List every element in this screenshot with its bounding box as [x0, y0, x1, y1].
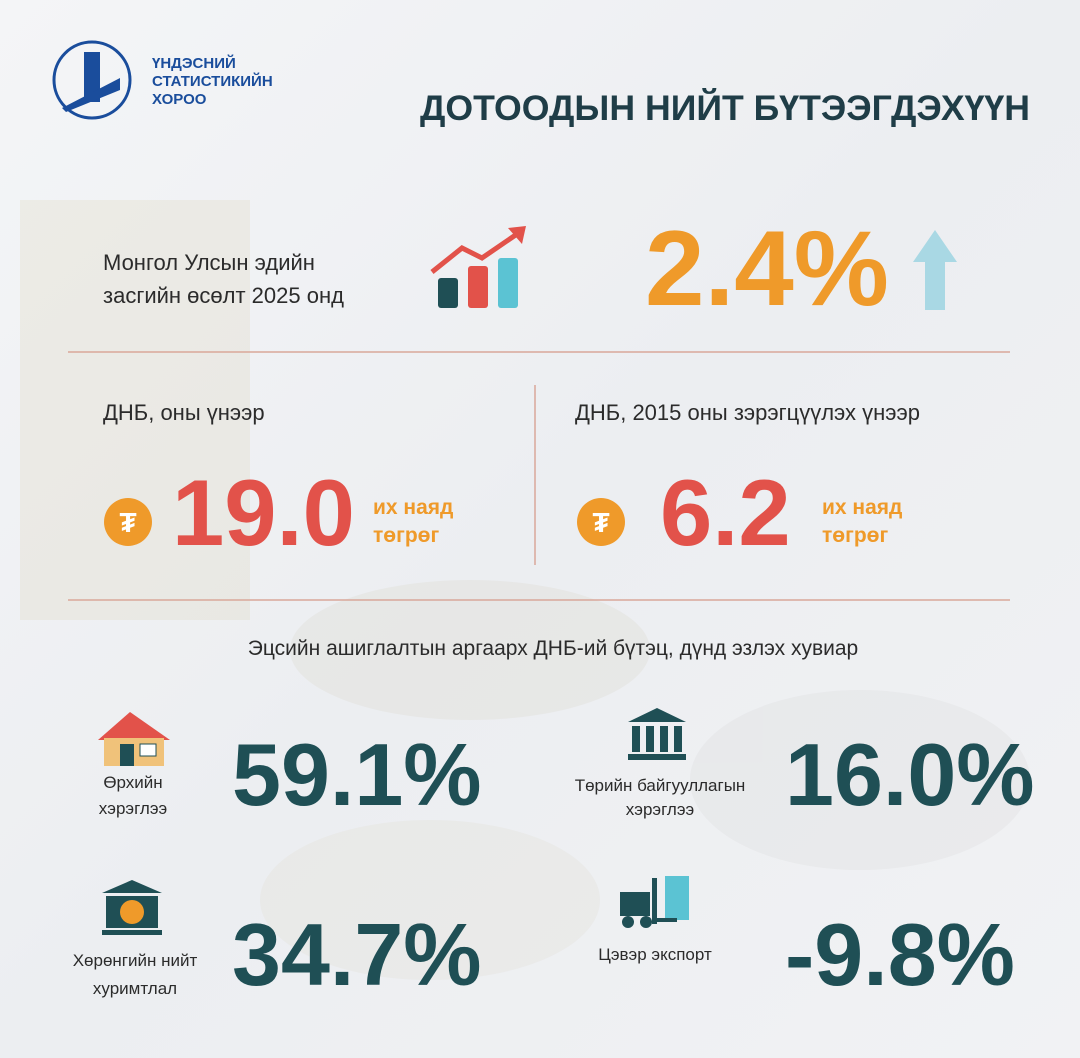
item-label: Төрийн байгууллагын: [575, 776, 746, 795]
currency-symbol: ₮: [119, 507, 136, 538]
item-value: 34.7%: [232, 905, 482, 1004]
gdp-label: ДНБ, 2015 оны зэрэгцүүлэх үнээр: [575, 400, 920, 425]
forklift-icon: [620, 876, 689, 928]
item-label: хуримтлал: [93, 979, 177, 998]
up-arrow: [913, 230, 957, 310]
growth-label: Монгол Улсын эдийн: [103, 250, 315, 275]
item-value: 59.1%: [232, 725, 482, 824]
logo-text: ХОРОО: [152, 91, 207, 108]
logo-text: СТАТИСТИКИЙН: [152, 72, 273, 90]
growth-label: засгийн өсөлт 2025 онд: [103, 283, 344, 308]
government-icon: [628, 708, 686, 760]
background-decor: [20, 200, 1030, 980]
structure-title: Эцсийн ашиглалтын аргаарх ДНБ-ий бүтэц, …: [248, 637, 858, 660]
item-label: хэрэглээ: [626, 800, 694, 819]
item-value: -9.8%: [785, 905, 1015, 1004]
item-label: Өрхийн: [103, 773, 162, 792]
item-label: Хөрөнгийн нийт: [73, 951, 198, 970]
logo-text: ҮНДЭСНИЙ: [152, 54, 236, 72]
house-icon: [98, 712, 170, 766]
gdp-unit: төгрөг: [373, 524, 440, 547]
investment-icon: [102, 880, 162, 935]
gdp-unit: их наяд: [822, 496, 902, 519]
currency-symbol: ₮: [592, 507, 609, 538]
title: ДОТООДЫН НИЙТ БҮТЭЭГДЭХҮҮН: [420, 88, 1030, 128]
gdp-value: 19.0: [172, 460, 355, 565]
currency-icon: [104, 498, 152, 546]
item-label: Цэвэр экспорт: [598, 945, 712, 964]
item-value: 16.0%: [785, 725, 1035, 824]
logo: [52, 40, 132, 120]
item-label: хэрэглээ: [99, 799, 167, 818]
gdp-unit: төгрөг: [822, 524, 889, 547]
currency-icon: [577, 498, 625, 546]
chart-icon: [430, 226, 526, 308]
gdp-label: ДНБ, оны үнээр: [103, 400, 265, 425]
gdp-unit: их наяд: [373, 496, 453, 519]
gdp-value: 6.2: [660, 460, 791, 565]
growth-value: 2.4%: [645, 208, 889, 328]
